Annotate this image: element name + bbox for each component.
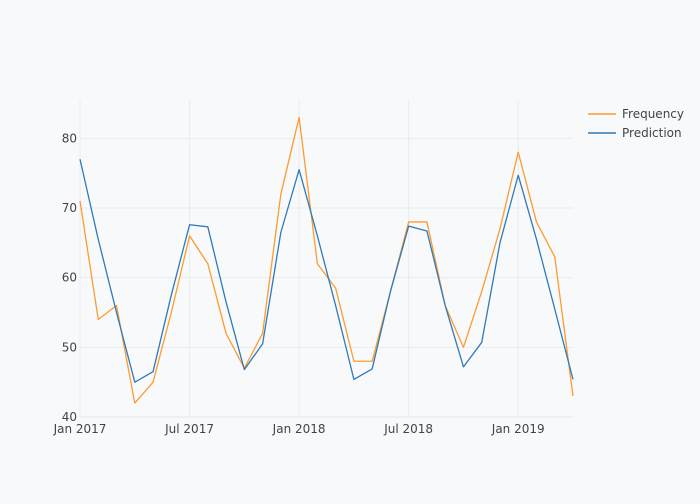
- data-point-frequency[interactable]: [351, 359, 356, 364]
- y-tick-label: 40: [62, 410, 77, 424]
- data-point-frequency[interactable]: [187, 233, 192, 238]
- data-point-prediction[interactable]: [242, 367, 247, 372]
- data-point-prediction[interactable]: [169, 293, 174, 298]
- data-point-prediction[interactable]: [443, 303, 448, 308]
- data-point-frequency[interactable]: [224, 331, 229, 336]
- data-point-prediction[interactable]: [151, 369, 156, 374]
- series-line-prediction[interactable]: [79, 159, 574, 383]
- series-lines: [78, 115, 576, 406]
- data-point-frequency[interactable]: [552, 254, 557, 259]
- data-point-prediction[interactable]: [333, 303, 338, 308]
- data-point-prediction[interactable]: [132, 380, 137, 385]
- data-point-prediction[interactable]: [224, 300, 229, 305]
- x-tick-label: Jul 2018: [383, 422, 433, 436]
- data-point-frequency[interactable]: [169, 310, 174, 315]
- data-point-frequency[interactable]: [297, 115, 302, 120]
- data-point-frequency[interactable]: [205, 261, 210, 266]
- data-point-prediction[interactable]: [205, 224, 210, 229]
- data-point-prediction[interactable]: [78, 157, 83, 162]
- data-point-frequency[interactable]: [479, 289, 484, 294]
- data-point-prediction[interactable]: [96, 237, 101, 242]
- legend-item-prediction[interactable]: Prediction: [588, 126, 682, 140]
- x-tick-label: Jan 2017: [53, 422, 107, 436]
- data-point-frequency[interactable]: [571, 394, 576, 399]
- grid-lines: [79, 100, 573, 418]
- data-point-prediction[interactable]: [315, 233, 320, 238]
- legend-item-frequency[interactable]: Frequency: [588, 107, 684, 121]
- data-point-frequency[interactable]: [333, 286, 338, 291]
- y-tick-label: 70: [62, 201, 77, 215]
- data-point-prediction[interactable]: [278, 230, 283, 235]
- y-tick-label: 60: [62, 271, 77, 285]
- data-point-prediction[interactable]: [388, 289, 393, 294]
- data-point-prediction[interactable]: [479, 340, 484, 345]
- data-point-frequency[interactable]: [424, 219, 429, 224]
- data-point-frequency[interactable]: [315, 261, 320, 266]
- data-point-frequency[interactable]: [132, 401, 137, 406]
- legend-label: Frequency: [622, 107, 684, 121]
- data-point-prediction[interactable]: [424, 228, 429, 233]
- x-tick-label: Jan 2018: [272, 422, 326, 436]
- data-point-frequency[interactable]: [278, 192, 283, 197]
- data-point-prediction[interactable]: [461, 364, 466, 369]
- data-point-frequency[interactable]: [78, 199, 83, 204]
- data-point-frequency[interactable]: [96, 317, 101, 322]
- y-tick-label: 50: [62, 340, 77, 354]
- legend[interactable]: Frequency Prediction: [588, 107, 684, 140]
- axes: 40 50 60 70 80 Jan 2017 Jul 2017 Jan 2018 Jul 20…: [53, 131, 545, 436]
- data-point-frequency[interactable]: [534, 219, 539, 224]
- data-point-frequency[interactable]: [461, 345, 466, 350]
- y-tick-label: 80: [62, 131, 77, 145]
- data-point-frequency[interactable]: [151, 380, 156, 385]
- data-point-frequency[interactable]: [497, 226, 502, 231]
- data-point-prediction[interactable]: [497, 240, 502, 245]
- x-tick-label: Jul 2017: [164, 422, 214, 436]
- data-point-prediction[interactable]: [552, 307, 557, 312]
- series-line-frequency[interactable]: [79, 116, 574, 404]
- data-point-prediction[interactable]: [406, 224, 411, 229]
- data-point-prediction[interactable]: [534, 237, 539, 242]
- data-point-prediction[interactable]: [114, 310, 119, 315]
- legend-label: Prediction: [622, 126, 682, 140]
- data-point-prediction[interactable]: [370, 366, 375, 371]
- data-point-frequency[interactable]: [516, 150, 521, 155]
- data-point-prediction[interactable]: [351, 377, 356, 382]
- data-point-prediction[interactable]: [516, 173, 521, 178]
- data-point-prediction[interactable]: [187, 222, 192, 227]
- data-point-prediction[interactable]: [297, 167, 302, 172]
- data-point-prediction[interactable]: [260, 341, 265, 346]
- data-point-prediction[interactable]: [571, 377, 576, 382]
- x-tick-label: Jan 2019: [491, 422, 545, 436]
